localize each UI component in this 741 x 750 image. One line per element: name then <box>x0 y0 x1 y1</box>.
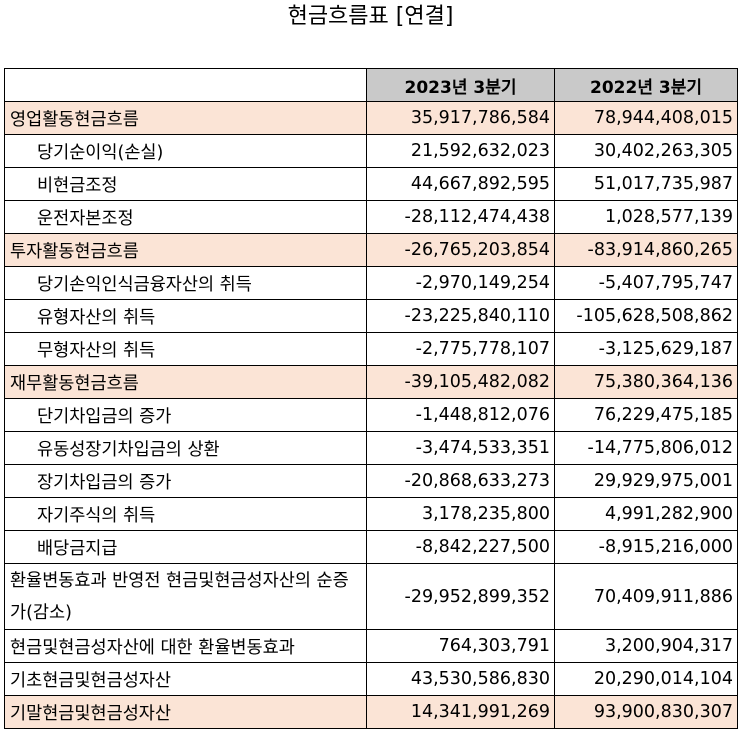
row-label: 영업활동현금흐름 <box>4 101 367 135</box>
row-label: 현금및현금성자산에 대한 환율변동효과 <box>4 629 367 663</box>
table-row: 자기주식의 취득 3,178,235,800 4,991,282,900 <box>4 497 738 531</box>
row-label: 운전자본조정 <box>4 200 367 234</box>
value-2022-q3: 3,200,904,317 <box>554 629 738 663</box>
row-label: 재무활동현금흐름 <box>4 365 367 399</box>
table-row: 환율변동효과 반영전 현금및현금성자산의 순증가(감소) -29,952,899,… <box>4 563 738 630</box>
value-2022-q3: -8,915,216,000 <box>554 530 738 564</box>
value-2022-q3: 1,028,577,139 <box>554 200 738 234</box>
table-row: 영업활동현금흐름 35,917,786,584 78,944,408,015 <box>4 101 738 135</box>
value-2022-q3: 75,380,364,136 <box>554 365 738 399</box>
table-row: 장기차입금의 증가 -20,868,633,273 29,929,975,001 <box>4 464 738 498</box>
value-2022-q3: -3,125,629,187 <box>554 332 738 366</box>
row-label: 자기주식의 취득 <box>4 497 367 531</box>
row-label: 장기차입금의 증가 <box>4 464 367 498</box>
value-2023-q3: -3,474,533,351 <box>366 431 555 465</box>
value-2023-q3: -29,952,899,352 <box>366 563 555 630</box>
table-row: 배당금지급 -8,842,227,500 -8,915,216,000 <box>4 530 738 564</box>
value-2023-q3: -26,765,203,854 <box>366 233 555 267</box>
value-2022-q3: 30,402,263,305 <box>554 134 738 168</box>
value-2022-q3: 78,944,408,015 <box>554 101 738 135</box>
value-2022-q3: 51,017,735,987 <box>554 167 738 201</box>
value-2022-q3: 29,929,975,001 <box>554 464 738 498</box>
value-2023-q3: 764,303,791 <box>366 629 555 663</box>
value-2023-q3: -39,105,482,082 <box>366 365 555 399</box>
table-row: 단기차입금의 증가 -1,448,812,076 76,229,475,185 <box>4 398 738 432</box>
value-2022-q3: 4,991,282,900 <box>554 497 738 531</box>
table-header-row: 2023년 3분기 2022년 3분기 <box>4 68 738 102</box>
cash-flow-table: 2023년 3분기 2022년 3분기 영업활동현금흐름 35,917,786,5… <box>4 68 738 729</box>
table-row: 기말현금및현금성자산 14,341,991,269 93,900,830,307 <box>4 695 738 729</box>
table-row: 운전자본조정 -28,112,474,438 1,028,577,139 <box>4 200 738 234</box>
value-2023-q3: -20,868,633,273 <box>366 464 555 498</box>
value-2023-q3: 3,178,235,800 <box>366 497 555 531</box>
row-label: 무형자산의 취득 <box>4 332 367 366</box>
row-label: 배당금지급 <box>4 530 367 564</box>
table-row: 당기손익인식금융자산의 취득 -2,970,149,254 -5,407,795,7… <box>4 266 738 300</box>
value-2023-q3: 35,917,786,584 <box>366 101 555 135</box>
value-2023-q3: -2,970,149,254 <box>366 266 555 300</box>
table-row: 현금및현금성자산에 대한 환율변동효과 764,303,791 3,200,904,… <box>4 629 738 663</box>
table-row: 투자활동현금흐름 -26,765,203,854 -83,914,860,265 <box>4 233 738 267</box>
row-label: 환율변동효과 반영전 현금및현금성자산의 순증가(감소) <box>4 563 367 630</box>
row-label: 기말현금및현금성자산 <box>4 695 367 729</box>
table-row: 유형자산의 취득 -23,225,840,110 -105,628,508,862 <box>4 299 738 333</box>
value-2023-q3: -2,775,778,107 <box>366 332 555 366</box>
value-2022-q3: 93,900,830,307 <box>554 695 738 729</box>
page-title: 현금흐름표 [연결] <box>287 4 454 29</box>
value-2023-q3: -1,448,812,076 <box>366 398 555 432</box>
row-label: 유동성장기차입금의 상환 <box>4 431 367 465</box>
header-blank-cell <box>4 68 367 102</box>
value-2022-q3: -83,914,860,265 <box>554 233 738 267</box>
value-2023-q3: 44,667,892,595 <box>366 167 555 201</box>
row-label: 비현금조정 <box>4 167 367 201</box>
row-label: 투자활동현금흐름 <box>4 233 367 267</box>
value-2023-q3: -8,842,227,500 <box>366 530 555 564</box>
row-label: 당기손익인식금융자산의 취득 <box>4 266 367 300</box>
value-2023-q3: -28,112,474,438 <box>366 200 555 234</box>
value-2022-q3: 76,229,475,185 <box>554 398 738 432</box>
value-2022-q3: 20,290,014,104 <box>554 662 738 696</box>
value-2023-q3: -23,225,840,110 <box>366 299 555 333</box>
header-2023-q3: 2023년 3분기 <box>366 68 555 102</box>
row-label: 유형자산의 취득 <box>4 299 367 333</box>
value-2023-q3: 43,530,586,830 <box>366 662 555 696</box>
table-row: 무형자산의 취득 -2,775,778,107 -3,125,629,187 <box>4 332 738 366</box>
value-2022-q3: -5,407,795,747 <box>554 266 738 300</box>
table-row: 유동성장기차입금의 상환 -3,474,533,351 -14,775,806,01… <box>4 431 738 465</box>
value-2023-q3: 21,592,632,023 <box>366 134 555 168</box>
row-label: 단기차입금의 증가 <box>4 398 367 432</box>
row-label: 당기순이익(손실) <box>4 134 367 168</box>
table-row: 비현금조정 44,667,892,595 51,017,735,987 <box>4 167 738 201</box>
value-2022-q3: -14,775,806,012 <box>554 431 738 465</box>
table-row: 재무활동현금흐름 -39,105,482,082 75,380,364,136 <box>4 365 738 399</box>
table-row: 기초현금및현금성자산 43,530,586,830 20,290,014,104 <box>4 662 738 696</box>
table-row: 당기순이익(손실) 21,592,632,023 30,402,263,305 <box>4 134 738 168</box>
value-2023-q3: 14,341,991,269 <box>366 695 555 729</box>
row-label: 기초현금및현금성자산 <box>4 662 367 696</box>
value-2022-q3: 70,409,911,886 <box>554 563 738 630</box>
value-2022-q3: -105,628,508,862 <box>554 299 738 333</box>
header-2022-q3: 2022년 3분기 <box>554 68 738 102</box>
